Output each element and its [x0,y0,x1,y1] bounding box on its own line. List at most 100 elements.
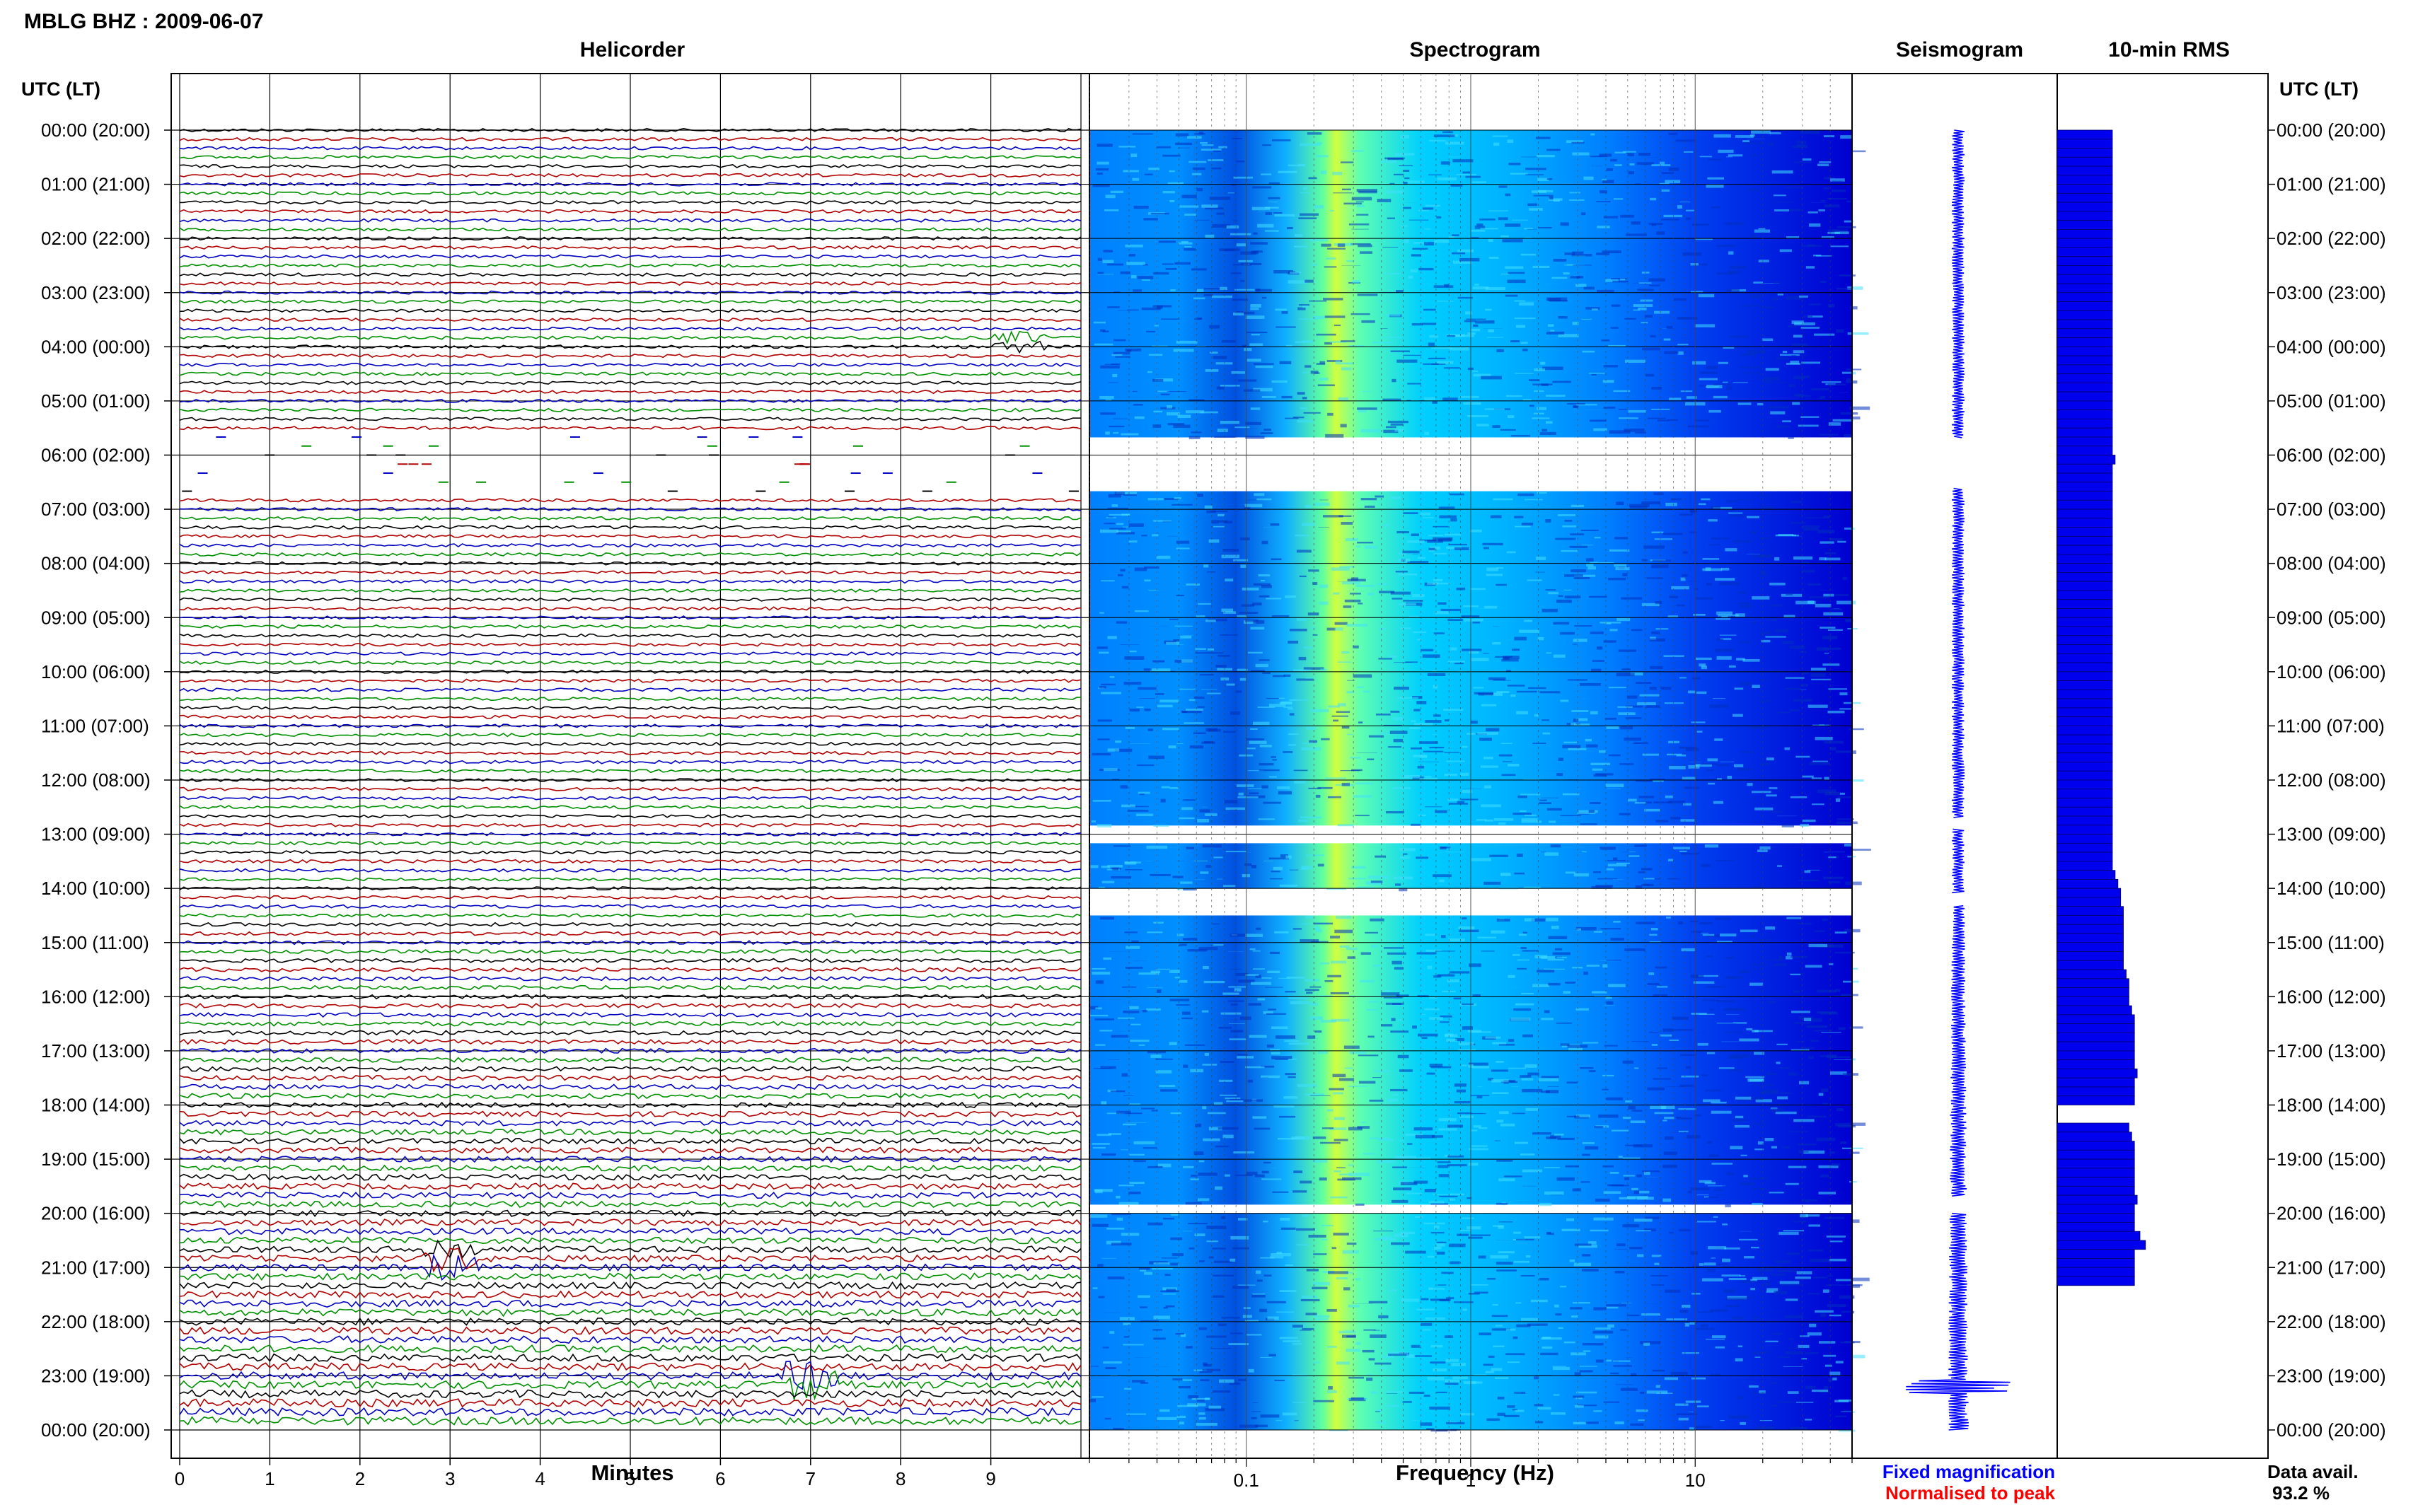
spectrogram-speckle [1116,492,1138,494]
spectrogram-speckle [1832,1377,1837,1380]
spectrogram-speckle [1626,695,1638,699]
spectrogram-speckle [1089,1014,1109,1017]
spectrogram-speckle [1525,1255,1531,1258]
spectrogram-speckle [1366,1009,1377,1011]
helicorder-trace [179,921,1082,927]
spectrogram-speckle [1833,594,1849,596]
spectrogram-speckle [1689,1322,1695,1325]
spectrogram-speckle [1125,348,1142,351]
spectrogram-speckle [1256,1270,1261,1274]
spectrogram-speckle [1716,941,1732,943]
spectrogram-speckle [1375,1238,1396,1242]
spectrogram-speckle [1777,1103,1789,1106]
spectrogram-speckle [1127,1112,1143,1115]
spectrogram-speckle [1183,1064,1188,1068]
spectrogram-speckle [1275,326,1296,328]
spectrogram-speckle [1779,1281,1800,1284]
spectrogram-speckle [1447,1124,1464,1128]
spectrogram-speckle [1230,1235,1249,1240]
spectrogram-speckle [1655,966,1667,969]
spectrogram-speckle [1521,1318,1538,1321]
spectrogram-speckle [1514,516,1524,520]
spectrogram-speckle [1515,325,1526,328]
spectrogram-speckle [1406,1192,1422,1194]
spectrogram-speckle [1430,1203,1449,1205]
spectrogram-speckle [1459,1115,1474,1118]
spectrogram-speckle [1141,1107,1155,1110]
spectrogram-speckle [1696,1405,1709,1407]
time-label-left: 07:00 (03:00) [41,499,151,520]
spectrogram-speckle [1188,399,1205,402]
spectrogram-speckle [1329,1088,1344,1091]
spectrogram-speckle [1419,777,1438,781]
spectrogram-speckle [1532,417,1550,421]
spectrogram-speckle [1749,1385,1759,1388]
spectrogram-speckle [1341,367,1352,371]
spectrogram-speckle [1540,1352,1558,1356]
spectrogram-speckle [1240,564,1247,569]
spectrogram-speckle [1682,1352,1699,1354]
spectrogram-speckle [1667,801,1685,803]
spectrogram-speckle [1400,856,1410,859]
spectrogram-speckle [1749,531,1757,535]
spectrogram-speckle [1548,324,1554,327]
spectrogram-speckle [1232,1286,1249,1289]
normalised-to-peak-legend: Normalised to peak [1885,1482,2055,1504]
spectrogram-speckle [1191,431,1202,434]
spectrogram-speckle [1261,1170,1269,1174]
spectrogram-speckle [1661,189,1670,192]
helicorder-trace [179,949,1082,955]
spectrogram-speckle [1754,1030,1773,1033]
spectrogram-speckle [1382,398,1401,401]
spectrogram-speckle [1248,1368,1254,1373]
data-availability-label: Data avail. [2267,1461,2359,1482]
spectrogram-speckle [1805,1200,1810,1203]
spectrogram-speckle [1248,1003,1261,1006]
rms-bar [2057,1149,2135,1160]
time-label-right: 07:00 (03:00) [2277,499,2386,520]
spectrogram-speckle [1099,529,1118,533]
spectrogram-speckle [1602,1074,1614,1077]
spectrogram-speckle [1181,710,1202,714]
spectrogram-speckle [1355,1203,1365,1206]
spectrogram-speckle [1685,217,1691,221]
spectrogram-speckle [1844,843,1852,847]
spectrogram-speckle [1706,385,1723,389]
spectrogram-speckle [1732,1022,1747,1025]
spectrogram-speckle [1464,320,1476,322]
helicorder-trace [179,597,1082,602]
spectrogram-speckle [1740,751,1755,755]
spectrogram-speckle [1585,1421,1599,1424]
spectrogram-speckle [1113,845,1131,847]
spectrogram-speckle [1346,691,1355,694]
spectrogram-speckle [1416,856,1429,859]
spectrogram-speckle [1390,1088,1408,1092]
spectrogram-speckle [1237,668,1248,671]
spectrogram-speckle [1498,754,1512,757]
spectrogram-speckle [1249,740,1267,744]
spectrogram-speckle [1785,1182,1799,1185]
rms-bar [2057,1023,2135,1033]
spectrogram-speckle [1725,1297,1747,1301]
spectrogram-speckle [1181,1011,1191,1016]
spectrogram-speckle [1161,786,1170,789]
spectrogram-speckle [1790,796,1807,799]
spectrogram-speckle [1116,1195,1121,1199]
spectrogram-speckle [1111,354,1123,358]
spectrogram-speckle [1358,603,1363,605]
helicorder-trace [179,354,1082,359]
spectrogram-speckle [1302,397,1307,400]
spectrogram-speckle [1155,693,1164,695]
helicorder-trace [179,218,1082,223]
spectrogram-speckle [1326,1109,1334,1112]
spectrogram-speckle [1457,801,1465,803]
spectrogram-speckle [1680,819,1695,822]
spectrogram-speckle [1551,277,1568,279]
spectrogram-speckle [1155,1070,1172,1074]
spectrogram-speckle [1579,1370,1593,1373]
spectrogram-speckle [1593,1410,1602,1412]
spectrogram-speckle [1254,1127,1271,1130]
helicorder-trace [179,1361,1082,1372]
spectrogram-speckle [1121,1073,1128,1077]
spectrogram-speckle [1548,982,1561,986]
